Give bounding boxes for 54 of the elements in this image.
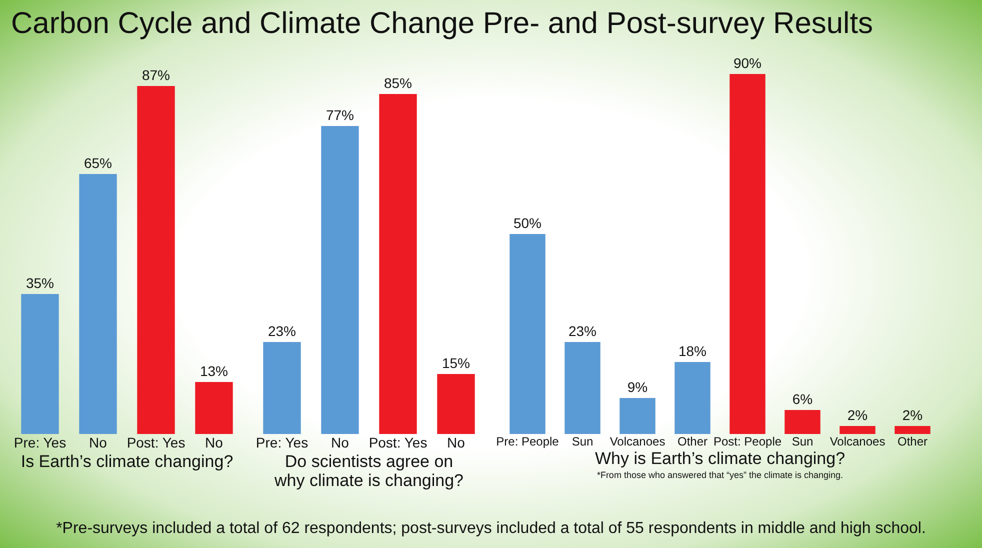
data-label: 90%	[733, 55, 762, 71]
data-label: 18%	[678, 343, 707, 359]
x-tick-label: Post: People	[713, 434, 782, 448]
bar	[674, 362, 710, 434]
x-axis-title: Why is Earth’s climate changing?	[594, 449, 846, 468]
bar	[510, 234, 546, 434]
bar	[840, 426, 876, 434]
text: *From those who answered that “yes” the climate is changing.	[596, 470, 844, 480]
bar	[137, 86, 175, 434]
x-tick-label: No	[205, 434, 224, 450]
bar	[21, 294, 59, 434]
x-tick-label: No	[447, 434, 466, 450]
bar	[894, 426, 930, 434]
x-tick-label: Pre: People	[496, 434, 560, 448]
x-tick-label: Volcanoes	[830, 434, 886, 448]
bar	[437, 374, 475, 434]
text: Carbon Cycle and Climate Change Pre- and Post-survey Results	[11, 7, 874, 40]
bar	[321, 126, 359, 434]
data-label: 65%	[84, 155, 112, 171]
bar	[263, 342, 301, 434]
x-tick-label: Post: Yes	[126, 434, 186, 450]
data-label: 9%	[627, 379, 648, 395]
data-label: 13%	[200, 363, 228, 379]
x-tick-label: Other	[897, 434, 928, 448]
data-label: 87%	[142, 67, 170, 83]
bar	[564, 342, 600, 434]
x-tick-label: Pre: Yes	[256, 434, 308, 450]
data-label: 23%	[568, 323, 597, 339]
data-label: 2%	[847, 407, 868, 423]
data-label: 6%	[792, 391, 813, 407]
bar	[784, 410, 820, 434]
x-tick-label: Pre: Yes	[14, 434, 66, 450]
data-label: 77%	[326, 107, 354, 123]
x-tick-label: Volcanoes	[610, 434, 666, 448]
data-label: 15%	[442, 355, 470, 371]
bar	[620, 398, 656, 434]
x-tick-label: No	[331, 434, 350, 450]
text: *Pre-surveys included a total of 62 respondents; post-surveys included a total of 55 respondents in middle and high school.	[55, 520, 927, 538]
data-label: 35%	[26, 275, 54, 291]
data-label: 2%	[902, 407, 923, 423]
bar	[730, 74, 766, 434]
data-label: 50%	[513, 215, 542, 231]
x-axis-title: Do scientists agree on why climate is changing?	[274, 452, 464, 490]
x-tick-label: Post: Yes	[368, 434, 428, 450]
data-label: 23%	[268, 323, 296, 339]
data-label: 85%	[384, 75, 412, 91]
bar	[79, 174, 117, 434]
bar	[195, 382, 233, 434]
x-axis-title: Is Earth’s climate changing?	[20, 452, 234, 471]
x-tick-label: Other	[677, 434, 708, 448]
bar	[379, 94, 417, 434]
x-tick-label: Sun	[792, 434, 814, 448]
x-tick-label: No	[89, 434, 108, 450]
x-tick-label: Sun	[572, 434, 594, 448]
